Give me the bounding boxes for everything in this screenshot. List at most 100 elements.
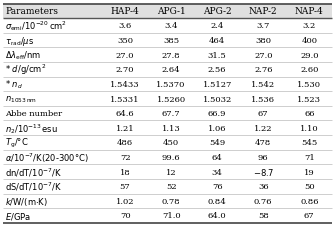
Text: Parameters: Parameters: [5, 7, 58, 16]
Text: 1.530: 1.530: [297, 81, 321, 88]
Text: $\tau_{\rm rad}/\mu{\rm s}$: $\tau_{\rm rad}/\mu{\rm s}$: [5, 34, 34, 47]
Text: 27.0: 27.0: [254, 52, 273, 59]
Text: $\alpha/10^{-7}/{\rm K}(20\text{-}300{\rm \degree C})$: $\alpha/10^{-7}/{\rm K}(20\text{-}300{\r…: [5, 151, 89, 164]
Text: 70: 70: [120, 212, 130, 219]
Text: 1.5032: 1.5032: [202, 95, 232, 103]
Text: 58: 58: [258, 212, 269, 219]
Text: 99.6: 99.6: [162, 153, 180, 161]
Text: 2.56: 2.56: [208, 66, 226, 74]
Text: 1.542: 1.542: [251, 81, 275, 88]
Bar: [3, 164, 332, 179]
Bar: [3, 121, 332, 135]
Text: 50: 50: [304, 182, 315, 190]
Text: 1.21: 1.21: [116, 124, 134, 132]
Text: $k/{\rm W/(m{\cdot}K)}$: $k/{\rm W/(m{\cdot}K)}$: [5, 195, 48, 207]
Text: 0.78: 0.78: [162, 197, 180, 205]
Text: 1.5370: 1.5370: [156, 81, 186, 88]
Text: 464: 464: [209, 37, 225, 45]
Text: 1.5260: 1.5260: [157, 95, 186, 103]
Text: 486: 486: [117, 139, 133, 147]
Text: 2.64: 2.64: [162, 66, 180, 74]
Text: NAP-4: NAP-4: [295, 7, 324, 16]
Text: 545: 545: [301, 139, 317, 147]
Bar: [3, 150, 332, 164]
Text: 549: 549: [209, 139, 225, 147]
Text: 67: 67: [258, 110, 269, 118]
Bar: [3, 194, 332, 208]
Text: $n_2/10^{-13}\,{\rm esu}$: $n_2/10^{-13}\,{\rm esu}$: [5, 121, 58, 135]
Text: 3.6: 3.6: [119, 22, 132, 30]
Text: 71: 71: [304, 153, 315, 161]
Text: 1.13: 1.13: [162, 124, 180, 132]
Text: 31.5: 31.5: [208, 52, 226, 59]
Text: 2.60: 2.60: [300, 66, 319, 74]
Text: $*\ d/{\rm g/cm}^2$: $*\ d/{\rm g/cm}^2$: [5, 63, 46, 77]
Bar: [3, 19, 332, 34]
Bar: [3, 34, 332, 48]
Text: 380: 380: [255, 37, 271, 45]
Text: 478: 478: [255, 139, 271, 147]
Text: APG-2: APG-2: [203, 7, 231, 16]
Bar: [3, 48, 332, 63]
Text: 385: 385: [163, 37, 179, 45]
Bar: [3, 179, 332, 194]
Text: $\Delta\lambda_{\rm eff}/{\rm nm}$: $\Delta\lambda_{\rm eff}/{\rm nm}$: [5, 49, 41, 62]
Text: 76: 76: [212, 182, 222, 190]
Text: 57: 57: [120, 182, 131, 190]
Text: $-8.7$: $-8.7$: [253, 166, 274, 177]
Bar: [3, 63, 332, 77]
Text: 64: 64: [212, 153, 222, 161]
Text: 350: 350: [117, 37, 133, 45]
Text: 18: 18: [120, 168, 131, 176]
Text: 450: 450: [163, 139, 179, 147]
Text: 400: 400: [301, 37, 317, 45]
Text: 27.0: 27.0: [116, 52, 134, 59]
Text: 1.5331: 1.5331: [110, 95, 140, 103]
Text: 1.02: 1.02: [116, 197, 134, 205]
Bar: [3, 135, 332, 150]
Text: 52: 52: [166, 182, 176, 190]
Text: 64.6: 64.6: [116, 110, 134, 118]
Text: 0.84: 0.84: [208, 197, 226, 205]
Text: $\rm dn/dT/10^{-7}/K$: $\rm dn/dT/10^{-7}/K$: [5, 166, 62, 178]
Text: 12: 12: [166, 168, 176, 176]
Text: 96: 96: [258, 153, 269, 161]
Text: 0.86: 0.86: [300, 197, 319, 205]
Bar: [3, 208, 332, 223]
Text: 1.523: 1.523: [297, 95, 321, 103]
Text: $T_{\rm g}/{\rm \degree C}$: $T_{\rm g}/{\rm \degree C}$: [5, 136, 28, 149]
Text: 19: 19: [304, 168, 315, 176]
Text: 1.10: 1.10: [300, 124, 319, 132]
Text: 72: 72: [120, 153, 130, 161]
Text: 0.76: 0.76: [254, 197, 273, 205]
Text: 1.06: 1.06: [208, 124, 226, 132]
Text: Abbe number: Abbe number: [5, 110, 62, 118]
Text: 2.70: 2.70: [116, 66, 134, 74]
Text: 1.5127: 1.5127: [202, 81, 232, 88]
Text: 1.5433: 1.5433: [110, 81, 140, 88]
Text: 66.9: 66.9: [208, 110, 226, 118]
Text: 3.2: 3.2: [303, 22, 316, 30]
Text: 27.8: 27.8: [162, 52, 180, 59]
Text: 3.4: 3.4: [164, 22, 178, 30]
Text: 71.0: 71.0: [162, 212, 180, 219]
Bar: [3, 77, 332, 92]
Text: 67: 67: [304, 212, 315, 219]
Text: 66: 66: [304, 110, 315, 118]
Text: $\sigma_{\rm emi}/10^{-20}\,{\rm cm}^2$: $\sigma_{\rm emi}/10^{-20}\,{\rm cm}^2$: [5, 19, 67, 33]
Text: 1.22: 1.22: [254, 124, 273, 132]
Text: 64.0: 64.0: [208, 212, 226, 219]
Text: 67.7: 67.7: [162, 110, 180, 118]
Bar: [3, 4, 332, 19]
Text: 29.0: 29.0: [300, 52, 319, 59]
Text: 36: 36: [258, 182, 269, 190]
Text: $n_{1053\,{\rm nm}}$: $n_{1053\,{\rm nm}}$: [5, 94, 37, 104]
Bar: [3, 106, 332, 121]
Text: 3.7: 3.7: [257, 22, 270, 30]
Text: 2.4: 2.4: [210, 22, 224, 30]
Text: $\rm dS/dT/10^{-7}/K$: $\rm dS/dT/10^{-7}/K$: [5, 180, 62, 193]
Text: APG-1: APG-1: [157, 7, 185, 16]
Text: 2.76: 2.76: [254, 66, 273, 74]
Text: $*\ n_d$: $*\ n_d$: [5, 78, 23, 91]
Text: 1.536: 1.536: [251, 95, 275, 103]
